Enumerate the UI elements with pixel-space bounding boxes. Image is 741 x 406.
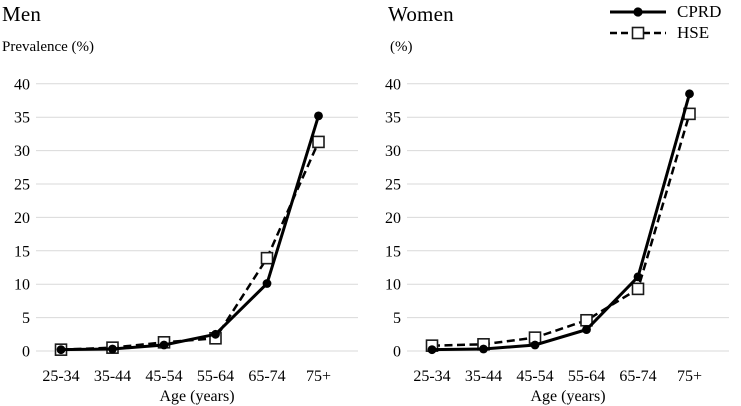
y-tick-label: 20 <box>385 210 401 227</box>
cprd-marker <box>427 345 437 355</box>
men-chart-panel: Men Prevalence (%) Age (years) 0 5 10 15 20 2… <box>0 0 370 406</box>
cprd-marker <box>530 340 540 350</box>
women-panel-title: Women <box>388 2 454 26</box>
legend-item-hse: HSE <box>607 22 721 43</box>
y-tick-label: 35 <box>385 110 401 127</box>
cprd-marker <box>685 89 694 99</box>
y-tick-label: 0 <box>393 344 401 361</box>
cprd-line <box>431 93 691 352</box>
x-tick-label: 45-54 <box>145 368 182 385</box>
x-tick-label: 75+ <box>677 368 702 385</box>
y-tick-label: 25 <box>14 177 30 194</box>
x-tick-label: 55-64 <box>197 368 234 385</box>
x-tick-label: 25-34 <box>42 368 79 385</box>
men-panel-title: Men <box>2 2 42 26</box>
y-tick-label: 5 <box>393 310 401 327</box>
men-y-axis-label: Prevalence (%) <box>2 39 95 55</box>
men-plot-area: Age (years) 0 5 10 15 20 25 30 35 40 25-34 35-44 45… <box>14 76 358 405</box>
hse-marker <box>312 135 325 149</box>
cprd-marker <box>159 340 169 350</box>
women-x-axis-label: Age (years) <box>530 388 605 405</box>
y-tick-label: 40 <box>385 76 401 93</box>
legend-label-cprd: CPRD <box>677 2 722 21</box>
hse-dashed-line-square-icon <box>610 26 666 39</box>
cprd-marker <box>108 344 117 354</box>
legend-item-cprd: CPRD <box>607 1 721 22</box>
cprd-marker <box>314 111 323 121</box>
cprd-solid-line-circle-icon <box>610 6 666 17</box>
y-tick-label: 40 <box>14 76 30 93</box>
x-tick-label: 65-74 <box>248 368 285 385</box>
cprd-line <box>60 115 320 352</box>
x-tick-label: 65-74 <box>619 368 656 385</box>
y-tick-label: 20 <box>14 210 30 227</box>
cprd-marker <box>479 344 488 354</box>
cprd-marker <box>582 325 591 335</box>
y-tick-label: 15 <box>385 243 401 260</box>
legend: CPRD HSE <box>607 1 721 43</box>
x-tick-label: 35-44 <box>94 368 131 385</box>
y-tick-label: 30 <box>14 143 30 160</box>
y-tick-label: 30 <box>385 143 401 160</box>
x-tick-label: 75+ <box>306 368 331 385</box>
y-tick-label: 0 <box>22 344 30 361</box>
y-tick-label: 5 <box>22 310 30 327</box>
women-plot-area: Age (years) 0 5 10 15 20 25 30 35 40 25-34 35-44 45… <box>385 76 729 405</box>
cprd-marker <box>262 279 272 288</box>
y-tick-label: 10 <box>385 277 401 294</box>
hse-line <box>431 113 691 347</box>
y-tick-label: 15 <box>14 243 30 260</box>
hse-marker <box>631 282 645 296</box>
x-tick-label: 45-54 <box>516 368 553 385</box>
men-x-axis-label: Age (years) <box>159 388 234 405</box>
x-tick-label: 55-64 <box>568 368 605 385</box>
y-tick-label: 25 <box>385 177 401 194</box>
hse-marker <box>260 251 274 265</box>
women-y-axis-label: (%) <box>390 39 413 55</box>
cprd-marker <box>633 272 643 282</box>
cprd-marker <box>56 345 66 355</box>
women-chart-panel: Women (%) Age (years) 0 5 10 15 20 25 30 35 40 25… <box>371 0 741 406</box>
legend-label-hse: HSE <box>677 23 710 42</box>
x-tick-label: 25-34 <box>413 368 450 385</box>
cprd-marker <box>211 329 220 339</box>
x-tick-label: 35-44 <box>465 368 502 385</box>
y-tick-label: 10 <box>14 277 30 294</box>
y-tick-label: 35 <box>14 110 30 127</box>
